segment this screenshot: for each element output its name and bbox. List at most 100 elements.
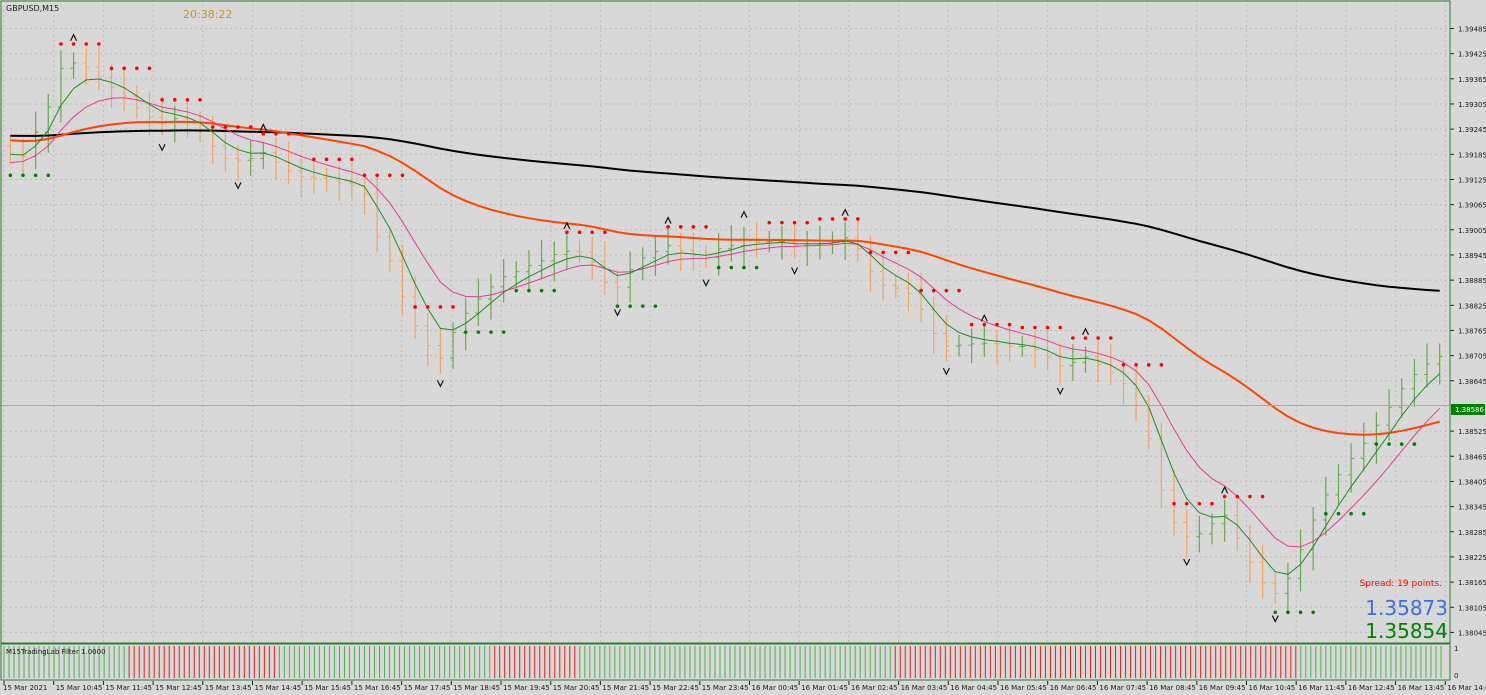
fractal-up-arrow [980, 313, 988, 322]
resistance-dot [236, 125, 240, 129]
fractal-down-arrow [158, 143, 166, 152]
chart-frame [0, 0, 1451, 644]
axis-labels: 1.39485 1.39425 1.39365 1.39305 1.39245 1.391… [3, 25, 1486, 692]
time-tick-label: 15 Mar 12:45 [155, 684, 202, 692]
resistance-dot [893, 250, 898, 255]
resistance-dot [805, 220, 810, 225]
server-clock: 20:38:22 [183, 8, 232, 21]
support-dot [1399, 442, 1404, 446]
support-dot [46, 173, 51, 178]
resistance-dot [109, 66, 114, 71]
time-tick-label: 16 Mar 06:45 [1050, 684, 1097, 692]
resistance-dot [1033, 325, 1037, 330]
price-tick-label: 1.39305 [1458, 101, 1486, 109]
time-tick-label: 16 Mar 09:45 [1199, 684, 1246, 692]
time-tick-label: 16 Mar 12:45 [1348, 684, 1395, 692]
ask-price: 1.35873 [1365, 596, 1448, 620]
resistance-dot [1071, 336, 1075, 340]
fractal-up-arrow [70, 33, 78, 41]
time-tick-label: 15 Mar 14:45 [255, 684, 302, 692]
price-tick-label: 1.38225 [1458, 554, 1486, 562]
fractal-down-arrow [1056, 387, 1064, 396]
current-price-box [1451, 404, 1485, 415]
price-tick-label: 1.38645 [1458, 378, 1486, 386]
support-dot [640, 304, 645, 308]
resistance-dot [1134, 363, 1138, 367]
resistance-dot [792, 220, 797, 225]
grid [0, 0, 1450, 643]
time-tick-label: 16 Mar 02:45 [851, 684, 898, 692]
resistance-dot [1184, 501, 1189, 506]
resistance-dot [274, 131, 278, 136]
resistance-dot [1007, 322, 1012, 327]
support-dot [463, 330, 468, 334]
resistance-dot [135, 66, 139, 71]
resistance-dot [767, 220, 772, 225]
resistance-dot [590, 230, 594, 235]
support-dot [653, 304, 658, 308]
time-tick-label: 15 Mar 2021 [3, 684, 47, 692]
support-dot [1387, 442, 1391, 446]
ma-mid-line [10, 97, 1441, 548]
filter-indicator-panel [3, 646, 1442, 678]
fractal-down-arrow [1271, 615, 1279, 623]
resistance-dot [97, 42, 101, 46]
fractal-up-arrow [740, 210, 748, 218]
resistance-dot [1108, 336, 1113, 340]
time-tick-label: 16 Mar 14:45 [1447, 684, 1486, 692]
resistance-dot [565, 230, 569, 235]
resistance-dot [71, 42, 76, 46]
resistance-dot [337, 157, 342, 162]
time-tick-label: 15 Mar 16:45 [354, 684, 401, 692]
resistance-dot [223, 125, 228, 129]
price-tick-label: 1.39365 [1458, 76, 1486, 84]
fractal-up-arrow [1221, 485, 1229, 494]
support-dot [1412, 442, 1417, 446]
support-dot [1273, 610, 1278, 615]
resistance-dot [122, 66, 126, 71]
resistance-dot [324, 157, 329, 162]
resistance-dot [362, 173, 367, 178]
time-tick-label: 15 Mar 19:45 [503, 684, 550, 692]
resistance-dot [1260, 494, 1265, 499]
support-dot [539, 288, 544, 293]
time-tick-label: 16 Mar 11:45 [1298, 684, 1345, 692]
fractal-down-arrow [942, 367, 950, 376]
indicator-axis-top: 1 [1454, 645, 1458, 653]
resistance-dot [906, 250, 911, 255]
spread-label: Spread: 19 points. [1360, 579, 1442, 589]
resistance-dot [59, 42, 63, 46]
fractal-up-arrow [259, 123, 267, 131]
time-tick-label: 16 Mar 13:45 [1398, 684, 1445, 692]
ma-long-line [10, 129, 1440, 292]
time-tick-label: 16 Mar 04:45 [950, 684, 997, 692]
support-dot [754, 265, 759, 270]
support-dot [1361, 511, 1366, 516]
fractal-down-arrow [1183, 558, 1191, 567]
symbol-timeframe-label: GBPUSD,M15 [6, 4, 59, 13]
time-tick-label: 15 Mar 18:45 [453, 684, 500, 692]
resistance-dot [1248, 494, 1252, 499]
resistance-dot [957, 288, 961, 293]
resistance-dot [350, 157, 354, 162]
support-dot [1336, 511, 1341, 516]
time-tick-label: 15 Mar 20:45 [553, 684, 600, 692]
support-dot [514, 288, 519, 293]
price-tick-label: 1.38705 [1458, 353, 1486, 361]
support-dot [21, 173, 25, 178]
fractal-down-arrow [702, 279, 710, 287]
indicator-title: M15TradingLab Filter 1.0000 [6, 648, 106, 656]
resistance-dot [147, 66, 152, 71]
resistance-dot [413, 305, 417, 309]
resistance-dot [678, 225, 683, 229]
price-tick-label: 1.39125 [1458, 176, 1486, 184]
support-dot [476, 330, 481, 334]
time-tick-label: 15 Mar 15:45 [304, 684, 351, 692]
resistance-dot [1083, 336, 1088, 340]
resistance-dot [666, 225, 670, 229]
support-dot [729, 265, 734, 270]
resistance-dot [248, 125, 253, 129]
support-dot [1298, 610, 1303, 615]
